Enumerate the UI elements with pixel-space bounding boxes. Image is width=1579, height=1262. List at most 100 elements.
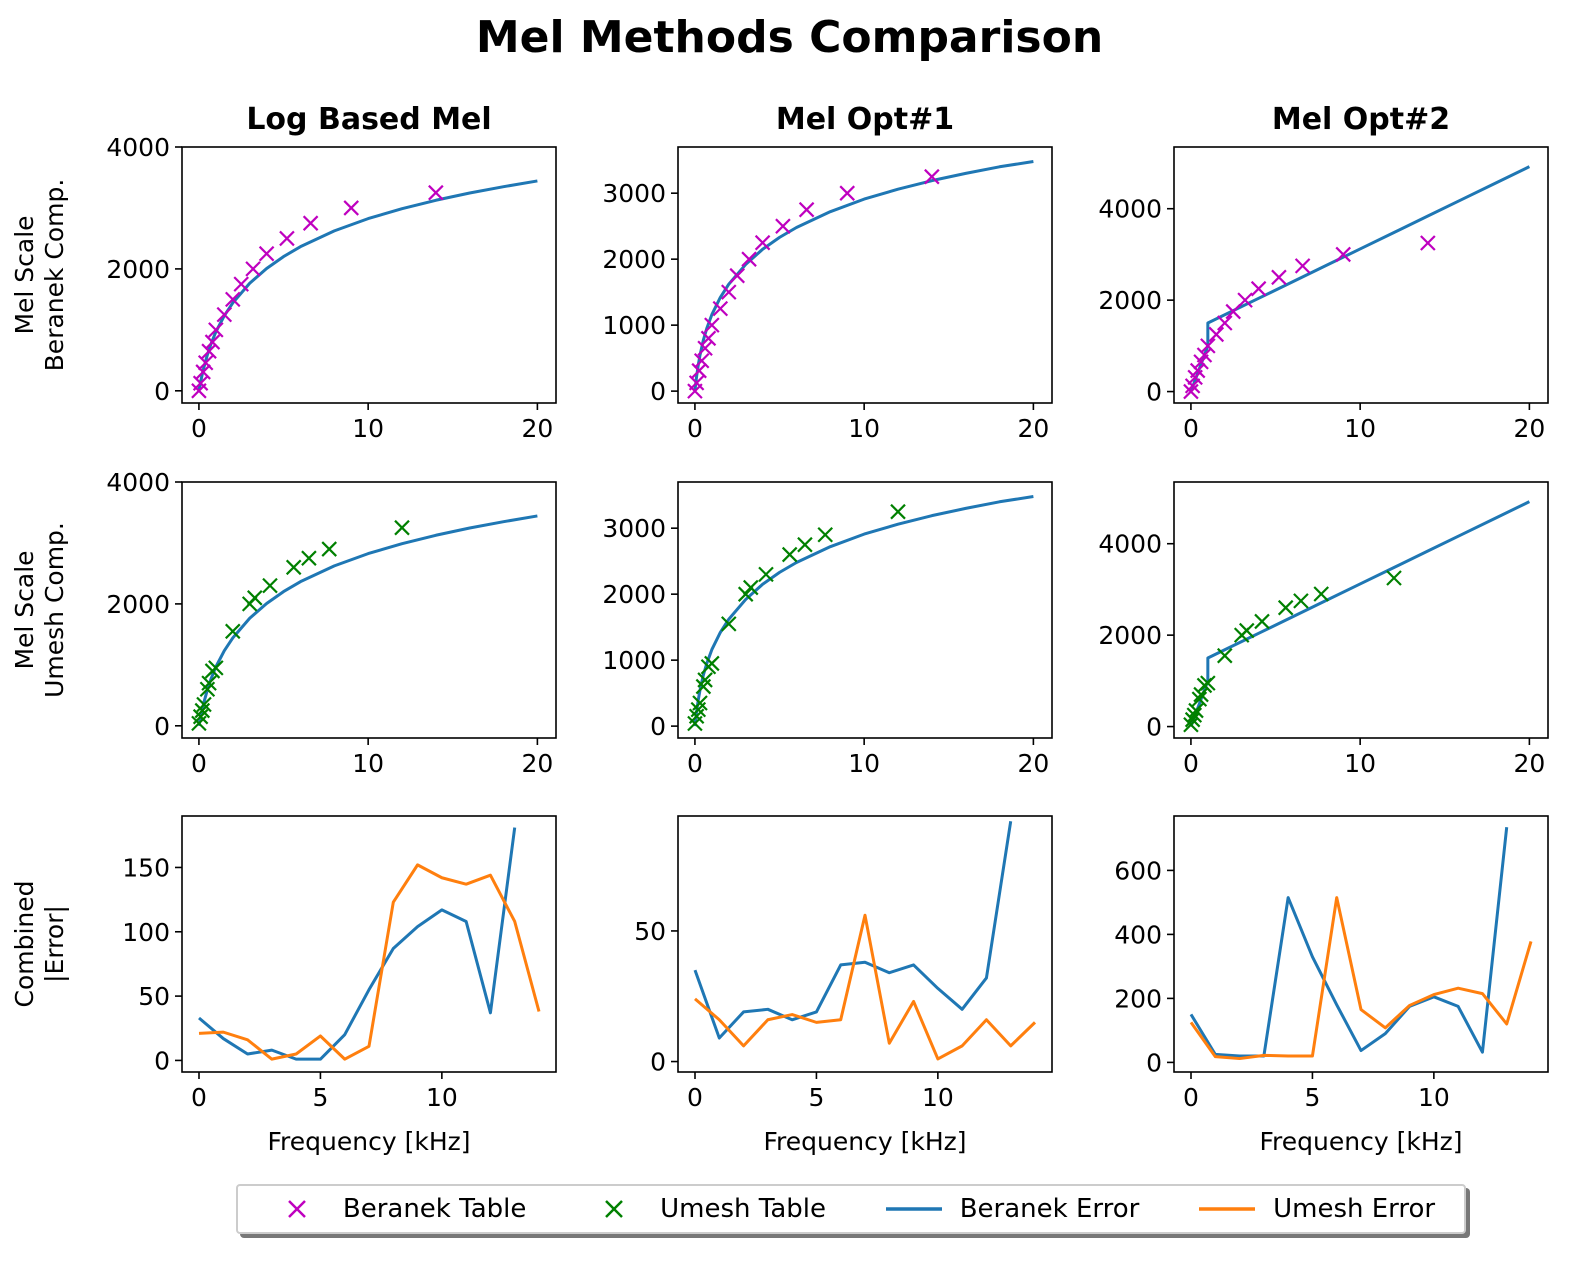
y-tick-label: 2000 [602,580,666,609]
line-swatch-icon [1199,1207,1256,1211]
marker-stroke [1237,292,1253,308]
data-point-umesh-table [1191,691,1208,707]
marker-stroke [797,536,813,553]
marker-stroke [302,215,319,231]
marker-stroke [1271,269,1287,286]
marker-stroke [1335,246,1352,263]
x-tick-label: 20 [1513,414,1545,443]
marker-stroke [1208,326,1225,343]
figure-title: Mel Methods Comparison [475,12,1104,63]
data-point-beranek-table [729,267,746,284]
data-point-beranek-table [343,200,360,216]
data-point-umesh-table [1254,613,1270,630]
data-point-umesh-table [1238,622,1255,639]
marker-stroke [1189,362,1206,379]
marker-stroke [697,340,713,357]
marker-stroke [742,579,759,596]
marker-stroke [245,261,261,277]
data-point-beranek-table [712,300,729,317]
marker-stroke [1293,593,1309,609]
data-point-beranek-table [1208,326,1225,343]
data-point-beranek-table [428,184,444,201]
marker-stroke [196,696,212,713]
data-point-umesh-table [1186,707,1203,723]
legend: Beranek Table Umesh Table Beranek Error … [236,1184,1466,1234]
legend-item-beranek-table: Beranek Table [267,1194,526,1224]
data-point-umesh-table [742,579,759,596]
data-point-beranek-table [1189,362,1206,379]
legend-label: Umesh Table [660,1194,826,1224]
marker-stroke [201,675,217,691]
axes-frame [677,146,1053,404]
axes-frame [1173,815,1549,1073]
x-tick-label: 10 [426,1083,458,1112]
x-tick-label: 0 [1183,1083,1199,1112]
data-point-beranek-table [197,354,214,371]
legend-item-umesh-table: Umesh Table [584,1194,826,1224]
marker-stroke [1188,702,1204,719]
x-tick-label: 20 [521,749,553,778]
y-tick-label: 0 [1146,1048,1162,1077]
marker-stroke [692,695,708,711]
marker-stroke [1313,586,1330,602]
x-tick-label: 5 [808,1083,824,1112]
y-tick-label: 0 [1146,713,1162,742]
marker-stroke [343,200,360,216]
data-point-umesh-table [301,550,317,566]
marker-stroke [258,245,275,262]
plot-data [198,827,541,1061]
data-point-beranek-table [1250,280,1267,297]
y-tick-label: 2000 [1098,286,1162,315]
x-tick-label: 10 [352,414,384,443]
plot-data [191,179,538,399]
x-tick-label: 10 [352,749,384,778]
x-tick-label: 0 [1183,414,1199,443]
data-point-beranek-table [1183,383,1199,400]
marker-stroke [1186,707,1203,723]
x-marker-icon [605,1200,623,1218]
x-tick-label: 10 [1344,414,1376,443]
y-tick-label: 0 [154,1046,170,1075]
x-tick-label: 20 [1513,749,1545,778]
marker-stroke [301,550,317,566]
series-line-beranek-error [693,820,1013,1040]
subplot-8: 0 5 10 0 50 Frequency [kHz] [634,815,1053,1156]
y-tick-label: 0 [154,712,170,741]
marker-stroke [700,330,717,347]
data-point-beranek-table [924,168,940,185]
data-point-beranek-table [1420,235,1436,251]
marker-stroke [890,503,906,520]
data-point-beranek-table [691,362,707,379]
data-point-umesh-table [797,536,813,553]
plot-data [191,514,538,732]
data-point-umesh-table [321,541,338,557]
data-point-beranek-table [1200,338,1216,354]
marker-stroke [1200,675,1216,691]
data-point-umesh-table [246,590,263,606]
marker-stroke [1254,613,1270,630]
data-point-umesh-table [196,696,212,713]
plot-data [693,820,1037,1061]
data-point-umesh-table [1200,675,1216,691]
y-axis-label-line: Mel Scale [10,215,39,334]
y-axis-label-line: Mel Scale [10,550,39,669]
y-tick-label: 150 [122,853,170,882]
data-point-umesh-table [817,527,834,543]
marker-stroke [720,284,737,300]
data-point-beranek-table [195,364,211,380]
x-tick-label: 10 [1418,1083,1450,1112]
subplot-4: 0 10 20 0 2000 4000 Mel ScaleUmesh Comp. [10,468,557,778]
x-tick-label: 20 [1017,749,1049,778]
subplot-2: 0 10 20 0 1000 2000 3000 Mel Opt#1 [602,102,1053,443]
marker-stroke [204,334,221,350]
marker-stroke [1183,716,1199,733]
x-marker-icon [287,1200,306,1218]
y-tick-label: 4000 [1098,530,1162,559]
legend-item-umesh-error: Umesh Error [1197,1194,1435,1224]
data-point-umesh-table [1184,711,1201,728]
marker-stroke [704,317,720,333]
marker-stroke [697,672,713,688]
data-point-umesh-table [1293,593,1309,609]
marker-stroke [224,623,241,640]
marker-stroke [1294,258,1311,274]
